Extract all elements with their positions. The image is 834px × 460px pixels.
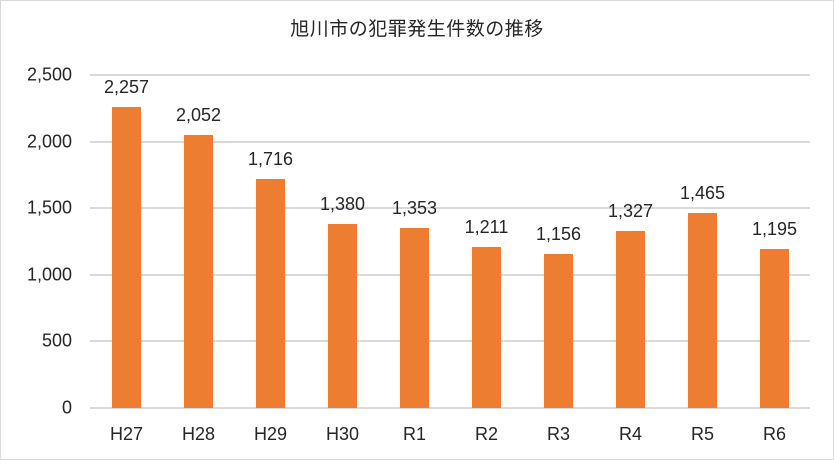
x-axis-tick-label: R4: [618, 424, 642, 444]
data-label: 2,052: [175, 104, 222, 125]
bar-R4: [616, 231, 645, 408]
data-label: 1,156: [535, 224, 582, 245]
data-label: 1,327: [607, 201, 654, 222]
data-label: 1,465: [679, 182, 726, 203]
gridline: [90, 340, 810, 343]
x-axis-tick-label: H30: [325, 424, 360, 444]
x-axis-tick-label: R2: [474, 424, 498, 444]
bar-H28: [184, 134, 213, 408]
x-axis-tick-label: R1: [402, 424, 426, 444]
gridline: [90, 407, 810, 409]
y-axis-tick-label: 500: [41, 330, 72, 351]
x-axis-tick-label: R5: [690, 424, 714, 444]
data-label: 1,716: [247, 149, 294, 170]
data-label: 1,195: [751, 218, 798, 239]
gridline: [90, 74, 810, 76]
bar-R3: [544, 254, 573, 408]
y-axis-tick-label: 1,000: [26, 264, 72, 285]
bar-H29: [256, 179, 285, 408]
bar-H30: [328, 224, 357, 408]
data-label: 1,353: [391, 197, 438, 218]
y-axis-tick-label: 0: [61, 397, 72, 418]
y-axis-tick-label: 1,500: [26, 197, 72, 218]
data-label: 1,380: [319, 194, 366, 215]
bar-R5: [688, 212, 717, 408]
x-axis-tick-label: H28: [181, 424, 216, 444]
data-label: 2,257: [103, 77, 150, 98]
gridline: [90, 273, 810, 276]
y-axis-tick-label: 2,000: [26, 131, 72, 152]
x-axis-tick-label: R6: [762, 424, 786, 444]
bar-R1: [400, 227, 429, 408]
bar-H27: [112, 107, 141, 408]
data-label: 1,211: [464, 216, 509, 237]
x-axis-tick-label: H27: [109, 424, 144, 444]
bar-R2: [472, 246, 501, 408]
y-axis-tick-label: 2,500: [26, 64, 72, 85]
x-axis-tick-label: R3: [546, 424, 570, 444]
gridline: [90, 140, 810, 143]
chart-title: 旭川市の犯罪発生件数の推移: [290, 19, 544, 40]
x-axis-tick-label: H29: [253, 424, 288, 444]
gridline: [90, 207, 810, 210]
bar-R6: [760, 248, 789, 408]
